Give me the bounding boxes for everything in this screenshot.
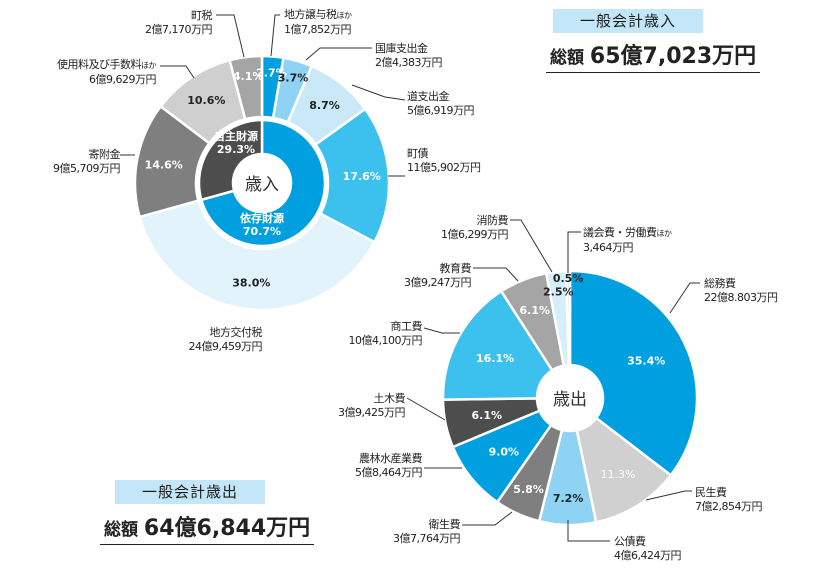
- source-pct: 29.3%: [217, 143, 255, 156]
- expenditure-pct-label: 11.3%: [601, 468, 636, 481]
- revenue-slice: [228, 54, 264, 121]
- leader-line: [645, 490, 692, 501]
- label-商工費: 商工費 10億4,100万円: [348, 320, 423, 347]
- expenditure-slice: [568, 269, 699, 477]
- source-name: 自主財源: [214, 129, 258, 143]
- label-国庫支出金: 国庫支出金 2億4,383万円: [375, 42, 443, 69]
- revenue-pct-label: 8.7%: [309, 99, 340, 112]
- leader-line: [423, 327, 460, 334]
- revenue-total: 総額 65億7,023万円: [546, 38, 761, 73]
- revenue-pct-label: 38.0%: [232, 276, 270, 289]
- expenditure-pct-label: 0.5%: [553, 272, 584, 285]
- leader-line: [510, 219, 553, 273]
- label-教育費: 教育費 3億9,247万円: [404, 262, 472, 289]
- label-土木費: 土木費 3億9,425万円: [338, 392, 406, 419]
- leader-line: [305, 47, 372, 61]
- leader-line: [567, 231, 581, 273]
- expenditure-slice: [564, 269, 572, 367]
- label-総務費: 総務費 22億8.803万円: [704, 277, 778, 304]
- label-町税: 町税 2億7,170万円: [145, 9, 213, 36]
- expenditure-center-label: 歳出: [553, 390, 587, 410]
- expenditure-pct-label: 7.2%: [553, 492, 584, 505]
- expenditure-pct-label: 2.5%: [543, 286, 574, 299]
- label-民生費: 民生費 7億2,854万円: [695, 486, 763, 513]
- expenditure-slice: [441, 289, 554, 401]
- label-町債: 町債 11億5,902万円: [407, 147, 481, 174]
- revenue-pct-label: 3.7%: [278, 71, 309, 84]
- label-消防費: 消防費 1億6,299万円: [441, 214, 509, 241]
- revenue-pct-label: 2.7%: [256, 66, 287, 79]
- leader-line: [160, 65, 195, 79]
- expenditure-slice: [575, 416, 673, 524]
- revenue-source-slice: [197, 118, 264, 202]
- total-value: 65億7,023万円: [589, 44, 757, 69]
- label-議会費: 議会費・労働費ほか 3,464万円: [583, 226, 672, 254]
- leader-line: [351, 84, 406, 101]
- leader-line: [473, 267, 519, 282]
- leader-line: [669, 282, 700, 314]
- total-label: 総額: [550, 48, 584, 68]
- expenditure-pct-label: 35.4%: [627, 354, 665, 367]
- expenditure-title: 一般会計歳出: [115, 480, 265, 504]
- expenditure-pct-label: 16.1%: [476, 352, 514, 365]
- revenue-center-label: 歳入: [245, 175, 279, 195]
- label-道支出金: 道支出金 5億6,919万円: [407, 90, 475, 117]
- leader-line: [462, 511, 513, 526]
- expenditure-total: 総額 64億6,844万円: [100, 510, 315, 545]
- label-寄附金: 寄附金 9億5,709万円: [53, 148, 121, 175]
- label-農林水産業費: 農林水産業費 5億8,464万円: [355, 452, 423, 479]
- label-公債費: 公債費 4億6,424万円: [614, 535, 682, 562]
- label-使用料及び手数料: 使用料及び手数料ほか 6億9,629万円: [57, 58, 157, 86]
- revenue-pct-label: 10.6%: [187, 94, 225, 107]
- revenue-pct-label: 17.6%: [343, 170, 381, 183]
- leader-line: [567, 520, 610, 542]
- leader-line: [406, 397, 446, 421]
- revenue-title: 一般会計歳入: [553, 9, 703, 33]
- expenditure-pct-label: 5.8%: [513, 483, 544, 496]
- label-地方交付税: 地方交付税 24億9,459万円: [188, 326, 263, 353]
- label-地方譲与税: 地方譲与税ほか 1億7,852万円: [284, 8, 352, 36]
- revenue-source-slice: [199, 118, 327, 248]
- label-衛生費: 衛生費 3億7,764万円: [393, 518, 461, 545]
- expenditure-pct-label: 6.1%: [472, 409, 503, 422]
- expenditure-pct-label: 6.1%: [519, 304, 550, 317]
- total-label: 総額: [104, 520, 138, 540]
- revenue-slice: [138, 199, 377, 312]
- revenue-pct-label: 4.1%: [233, 70, 264, 83]
- revenue-pct-label: 14.6%: [145, 158, 183, 171]
- source-pct: 70.7%: [243, 225, 281, 238]
- source-name: 依存財源: [240, 211, 284, 225]
- leader-line: [216, 14, 245, 58]
- expenditure-pct-label: 9.0%: [489, 445, 520, 458]
- total-value: 64億6,844万円: [143, 516, 311, 541]
- leader-line: [270, 14, 280, 57]
